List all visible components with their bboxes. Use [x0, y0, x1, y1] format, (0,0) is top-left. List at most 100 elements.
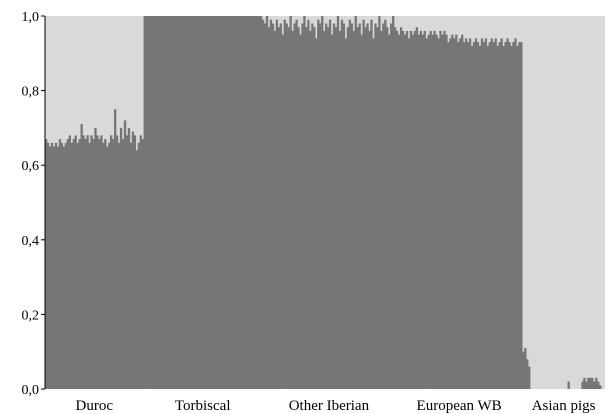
- bar-109: [259, 16, 263, 389]
- y-tick-label-5: 1,0: [22, 10, 40, 25]
- category-label-0: Duroc: [76, 398, 114, 414]
- bar-87: [216, 16, 219, 389]
- bar-45: [133, 135, 137, 389]
- bar-193: [425, 38, 428, 389]
- bar-226: [490, 38, 493, 389]
- bar-144: [328, 19, 332, 389]
- bar-11: [66, 139, 70, 389]
- bar-235: [508, 42, 511, 390]
- y-tick-label-3: 0,6: [22, 159, 40, 174]
- bar-46: [135, 150, 139, 389]
- bar-212: [463, 42, 466, 390]
- bar-168: [376, 27, 379, 389]
- bar-0: [45, 139, 48, 389]
- bar-48: [139, 135, 142, 389]
- bar-132: [305, 27, 308, 389]
- bar-8: [60, 142, 64, 389]
- bar-89: [220, 16, 223, 389]
- bar-39: [121, 139, 125, 389]
- bar-127: [295, 19, 298, 389]
- bar-151: [342, 23, 346, 390]
- bar-83: [208, 16, 211, 389]
- bar-155: [350, 23, 353, 390]
- bar-16: [76, 142, 79, 389]
- bar-173: [386, 27, 389, 389]
- bar-36: [115, 135, 119, 389]
- bar-190: [419, 30, 422, 389]
- category-label-2: Other Iberian: [289, 398, 370, 414]
- bar-54: [151, 16, 154, 389]
- bar-229: [496, 45, 499, 390]
- bar-70: [183, 16, 186, 389]
- bar-73: [188, 16, 192, 389]
- bar-84: [210, 16, 213, 389]
- category-label-3: European WB: [417, 398, 502, 414]
- bar-208: [455, 34, 458, 390]
- bar-18: [80, 124, 83, 390]
- bar-218: [474, 38, 478, 389]
- bar-240: [518, 42, 521, 390]
- bar-110: [261, 19, 265, 389]
- bar-4: [52, 146, 56, 389]
- bar-278: [593, 381, 596, 389]
- bar-181: [401, 30, 405, 389]
- bar-121: [283, 19, 286, 389]
- bar-23: [90, 135, 93, 389]
- bar-21: [86, 135, 89, 389]
- bar-182: [403, 34, 407, 390]
- bar-113: [267, 27, 271, 389]
- bar-114: [269, 19, 273, 389]
- bar-138: [317, 19, 320, 389]
- bar-152: [344, 38, 348, 389]
- bar-63: [169, 16, 172, 389]
- bar-43: [129, 142, 133, 389]
- bar-117: [275, 19, 279, 389]
- bar-122: [285, 23, 288, 390]
- bar-175: [390, 23, 393, 390]
- bar-172: [384, 19, 387, 389]
- bar-108: [257, 16, 261, 389]
- bar-79: [200, 16, 204, 389]
- bar-86: [214, 16, 217, 389]
- bar-163: [366, 23, 369, 390]
- bar-158: [356, 27, 359, 389]
- bar-26: [96, 135, 99, 389]
- bar-164: [368, 30, 371, 389]
- bar-187: [413, 30, 417, 389]
- bar-225: [488, 42, 491, 390]
- bar-74: [190, 16, 194, 389]
- bar-123: [287, 27, 290, 389]
- category-labels: Duroc Torbiscal Other Iberian European WB As…: [76, 398, 596, 414]
- bar-178: [395, 30, 399, 389]
- bar-177: [394, 27, 397, 389]
- bar-131: [303, 16, 306, 389]
- bar-9: [62, 146, 66, 389]
- bar-189: [417, 34, 420, 390]
- bar-165: [370, 19, 373, 389]
- bar-160: [360, 34, 363, 390]
- bar-228: [494, 38, 497, 389]
- bar-199: [437, 38, 440, 389]
- bar-28: [100, 135, 103, 389]
- bar-194: [427, 34, 430, 390]
- bar-34: [112, 139, 115, 389]
- bar-137: [315, 38, 318, 389]
- bar-202: [443, 30, 446, 389]
- bar-207: [453, 38, 456, 389]
- bar-111: [263, 23, 267, 390]
- bar-242: [522, 351, 525, 389]
- bar-143: [326, 27, 330, 389]
- bar-210: [459, 38, 462, 389]
- y-tick-label-4: 0,8: [22, 85, 40, 100]
- bar-94: [230, 16, 233, 389]
- bar-167: [374, 23, 377, 390]
- bar-205: [449, 38, 452, 389]
- bar-203: [445, 34, 448, 390]
- bar-60: [163, 16, 166, 389]
- bar-7: [58, 139, 62, 389]
- bar-81: [204, 16, 208, 389]
- bar-204: [447, 42, 450, 390]
- bar-222: [482, 42, 486, 390]
- bar-118: [277, 27, 280, 389]
